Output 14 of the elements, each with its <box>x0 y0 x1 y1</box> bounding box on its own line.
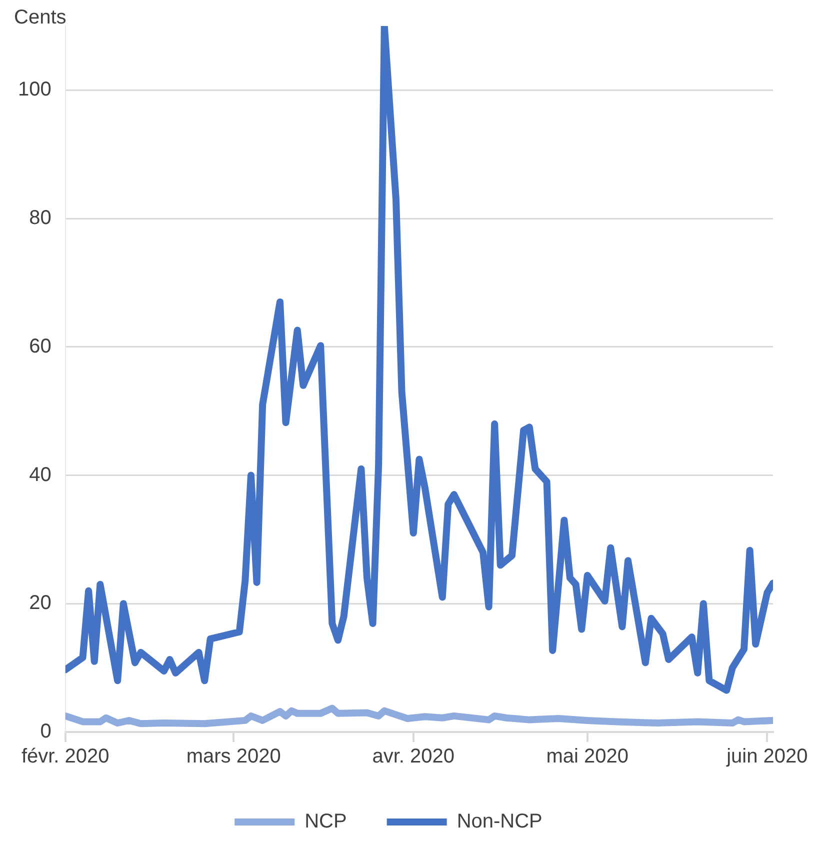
y-tick-label: 60 <box>29 335 52 358</box>
y-tick-label: 80 <box>29 207 52 230</box>
x-tick-label: juin 2020 <box>726 746 808 768</box>
y-tick-label: 20 <box>29 592 52 614</box>
y-tick-label: 0 <box>40 720 52 743</box>
y-axis-title: Cents <box>14 6 66 29</box>
y-tick-label: 40 <box>29 464 52 486</box>
y-tick-label: 100 <box>18 78 52 101</box>
legend-label: NCP <box>304 810 347 833</box>
x-tick-label: mai 2020 <box>546 746 629 768</box>
legend-label: Non-NCP <box>456 810 542 833</box>
x-tick-label: avr. 2020 <box>372 746 455 768</box>
x-tick-label: mars 2020 <box>186 746 281 768</box>
x-tick-label: févr. 2020 <box>21 746 110 768</box>
